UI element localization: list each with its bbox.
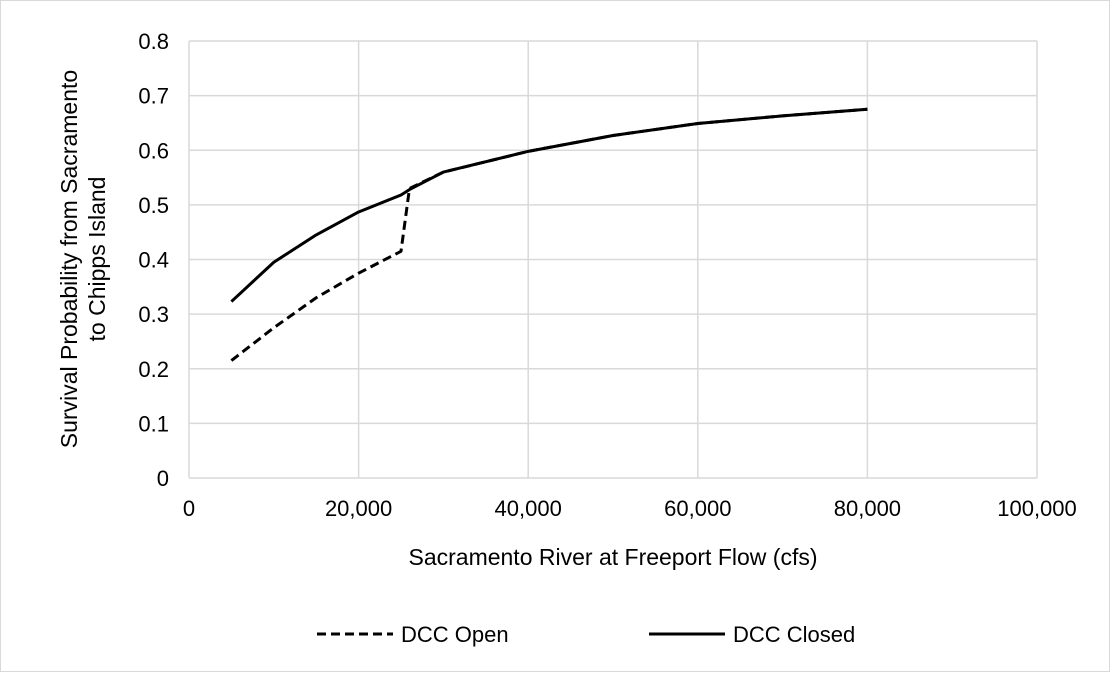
y-tick-label: 0 <box>157 466 169 491</box>
tick-labels: 0 0.1 0.2 0.3 0.4 0.5 0.6 0.7 0.8 0 20,000 40,000 60… <box>138 29 1076 521</box>
y-tick-label: 0.3 <box>138 302 169 327</box>
legend-label-dcc-open: DCC Open <box>401 622 509 647</box>
gridlines <box>188 40 1038 479</box>
legend-label-dcc-closed: DCC Closed <box>733 622 855 647</box>
y-tick-label: 0.7 <box>138 84 169 109</box>
x-tick-label: 0 <box>183 496 195 521</box>
series-line-dcc-closed <box>230 107 868 303</box>
y-tick-label: 0.8 <box>138 29 169 54</box>
y-tick-label: 0.5 <box>138 193 169 218</box>
series-lines <box>230 107 868 362</box>
y-tick-label: 0.6 <box>138 138 169 163</box>
x-tick-label: 40,000 <box>495 496 562 521</box>
y-tick-label: 0.1 <box>138 411 169 436</box>
y-tick-label: 0.2 <box>138 357 169 382</box>
x-tick-label: 80,000 <box>834 496 901 521</box>
x-tick-label: 20,000 <box>325 496 392 521</box>
x-axis-title: Sacramento River at Freeport Flow (cfs) <box>408 544 817 570</box>
x-tick-label: 60,000 <box>664 496 731 521</box>
x-tick-label: 100,000 <box>997 496 1077 521</box>
legend: DCC Open DCC Closed <box>317 622 855 647</box>
y-axis-title-line-1: Survival Probability from Sacramento <box>56 70 82 448</box>
y-axis-title-line-2: to Chipps Island <box>84 177 110 342</box>
y-tick-label: 0.4 <box>138 248 169 273</box>
